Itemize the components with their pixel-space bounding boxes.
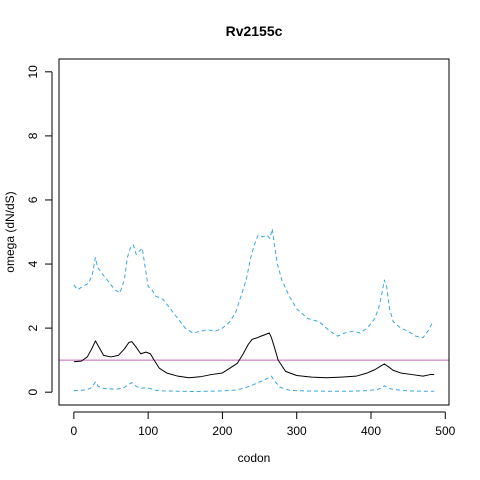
- x-tick-label: 300: [287, 424, 307, 438]
- y-axis-label: omega (dN/dS): [3, 191, 17, 272]
- x-tick-label: 0: [71, 424, 78, 438]
- x-axis-label: codon: [238, 451, 271, 465]
- plot-marks: [59, 228, 449, 393]
- upper-bound-line: [73, 228, 435, 339]
- y-tick-label: 10: [26, 65, 40, 79]
- plot-frame: [58, 58, 450, 406]
- y-tick-label: 2: [26, 324, 40, 331]
- x-tick-label: 100: [138, 424, 158, 438]
- x-tick-label: 500: [435, 424, 455, 438]
- y-tick-label: 0: [26, 389, 40, 396]
- lower-bound-line: [73, 375, 435, 393]
- y-tick-label: 4: [26, 260, 40, 267]
- x-tick-label: 400: [361, 424, 381, 438]
- y-tick-label: 6: [26, 196, 40, 203]
- chart-title: Rv2155c: [226, 23, 283, 39]
- x-tick-label: 200: [212, 424, 232, 438]
- omega-estimate-line: [73, 332, 435, 379]
- y-tick-label: 8: [26, 132, 40, 139]
